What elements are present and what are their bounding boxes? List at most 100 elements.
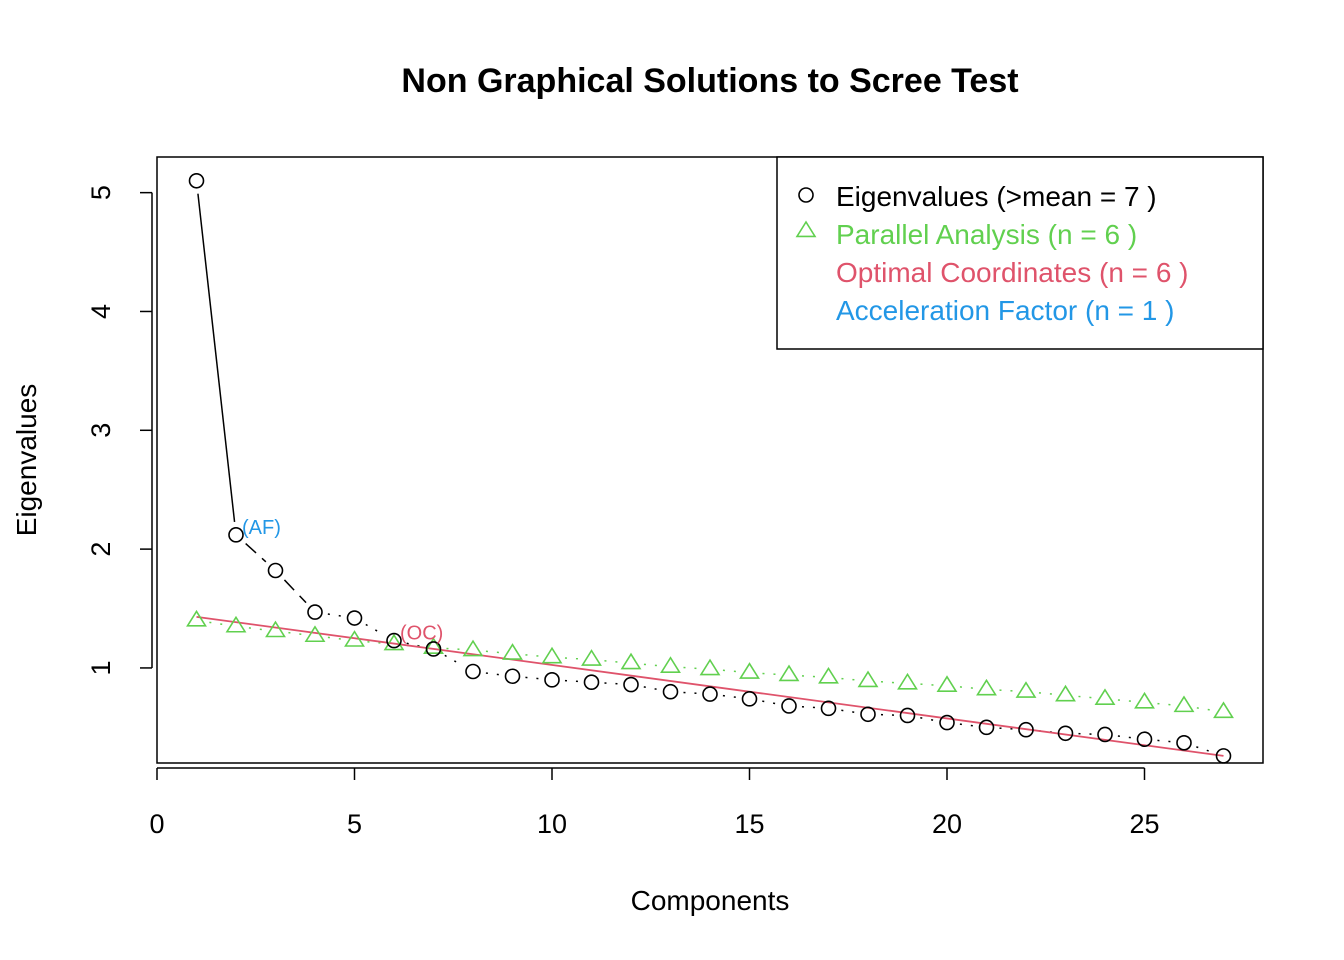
parallel-point <box>225 615 247 633</box>
chart-title: Non Graphical Solutions to Scree Test <box>401 62 1018 100</box>
y-axis-label: Eigenvalues <box>11 384 42 537</box>
eigen-line-segment <box>920 717 935 722</box>
eigen-line-segment <box>999 727 1014 730</box>
eigen-line-segment <box>1117 735 1132 739</box>
parallel-point <box>383 633 405 651</box>
annotations: (AF) (OC) <box>242 517 443 645</box>
parallel-line-segment <box>801 675 816 678</box>
eigen-point <box>1018 721 1034 738</box>
x-tick-label: 20 <box>932 809 962 839</box>
x-tick-label: 15 <box>734 809 764 839</box>
parallel-line-segment <box>327 636 342 640</box>
eigen-line-segment <box>365 623 384 635</box>
parallel-line-segment <box>841 677 856 681</box>
parallel-line-segment <box>1196 707 1211 711</box>
y-tick-label: 4 <box>86 304 116 319</box>
eigen-line-segment <box>283 579 307 604</box>
parallel-point <box>344 630 365 647</box>
eigen-line-segment <box>841 709 856 714</box>
eigen-line-segment <box>564 679 579 683</box>
eigen-line-segment <box>1196 746 1212 753</box>
legend-label: Parallel Analysis (n = 6 ) <box>836 219 1137 250</box>
parallel-line-segment <box>564 657 579 660</box>
eigen-line-segment <box>444 654 463 666</box>
eigen-point <box>741 691 758 707</box>
eigen-point <box>978 719 995 736</box>
parallel-point <box>1055 684 1076 702</box>
y-tick-label: 5 <box>86 185 116 200</box>
eigen-point <box>1176 734 1192 751</box>
parallel-line-segment <box>920 683 935 686</box>
eigen-line-segment <box>525 676 540 680</box>
eigen-point <box>188 172 205 189</box>
eigen-line-segment <box>643 686 658 691</box>
legend-label: Acceleration Factor (n = 1 ) <box>836 295 1174 326</box>
eigen-point <box>544 672 560 688</box>
eigen-point <box>899 707 916 724</box>
y-tick-label: 2 <box>86 542 116 557</box>
legend-label: Eigenvalues (>mean = 7 ) <box>836 181 1157 212</box>
parallel-line-segment <box>248 627 263 631</box>
parallel-line-segment <box>762 672 777 676</box>
parallel-line-segment <box>683 666 698 670</box>
parallel-line-segment <box>288 631 303 636</box>
x-tick-label: 10 <box>537 809 567 839</box>
axes: 0 5 10 15 20 25 1 2 3 4 5 <box>86 185 1160 839</box>
parallel-point <box>660 656 681 673</box>
parallel-point <box>1213 701 1234 719</box>
eigen-line-segment <box>327 613 342 617</box>
parallel-line-segment <box>446 647 461 651</box>
eigen-point <box>1215 748 1232 764</box>
legend-triangle-marker <box>795 220 817 238</box>
parallel-line-segment <box>1078 695 1093 699</box>
parallel-point <box>541 646 563 664</box>
parallel-point <box>976 678 997 696</box>
parallel-line-segment <box>367 641 382 644</box>
parallel-line-segment <box>880 681 895 684</box>
parallel-point <box>1094 688 1116 706</box>
eigen-point <box>820 700 837 717</box>
parallel-point <box>818 666 839 684</box>
parallel-point <box>186 609 207 627</box>
eigen-line-segment <box>197 193 236 523</box>
parallel-point <box>1015 681 1037 698</box>
parallel-point <box>265 620 286 638</box>
eigen-line-segment <box>762 700 777 705</box>
annotation-label: (OC) <box>400 623 443 645</box>
x-tick-label: 25 <box>1129 809 1159 839</box>
eigen-point <box>504 668 521 685</box>
parallel-point <box>1173 695 1195 713</box>
parallel-point <box>304 625 326 643</box>
eigen-point <box>307 604 323 620</box>
plot-frame <box>156 156 1264 764</box>
data-points <box>186 172 1234 764</box>
parallel-point <box>462 639 484 657</box>
eigen-point <box>702 686 718 702</box>
parallel-line-segment <box>604 660 619 663</box>
eigen-line-segment <box>245 543 267 563</box>
eigen-line-segment <box>959 723 974 727</box>
x-tick-label: 0 <box>149 809 164 839</box>
legend: Eigenvalues (>mean = 7 ) Parallel Analysi… <box>776 156 1264 350</box>
parallel-point <box>739 662 760 679</box>
legend-label: Optimal Coordinates (n = 6 ) <box>836 257 1189 288</box>
eigen-point <box>228 527 244 543</box>
parallel-line-segment <box>999 689 1014 692</box>
parallel-line-segment <box>1157 702 1172 706</box>
parallel-line-segment <box>525 654 540 657</box>
parallel-point <box>778 664 800 682</box>
x-tick-label: 5 <box>347 809 362 839</box>
eigen-point <box>1097 726 1113 743</box>
parallel-point <box>857 670 879 688</box>
eigen-line-segment <box>1157 739 1172 743</box>
parallel-point <box>581 649 602 666</box>
eigen-point <box>860 706 876 723</box>
y-tick-label: 1 <box>86 660 116 675</box>
eigen-point <box>939 714 955 731</box>
parallel-point <box>699 658 721 676</box>
parallel-point <box>620 652 642 670</box>
parallel-point <box>502 643 523 660</box>
parallel-line-segment <box>485 650 500 654</box>
eigen-line-segment <box>485 672 500 676</box>
